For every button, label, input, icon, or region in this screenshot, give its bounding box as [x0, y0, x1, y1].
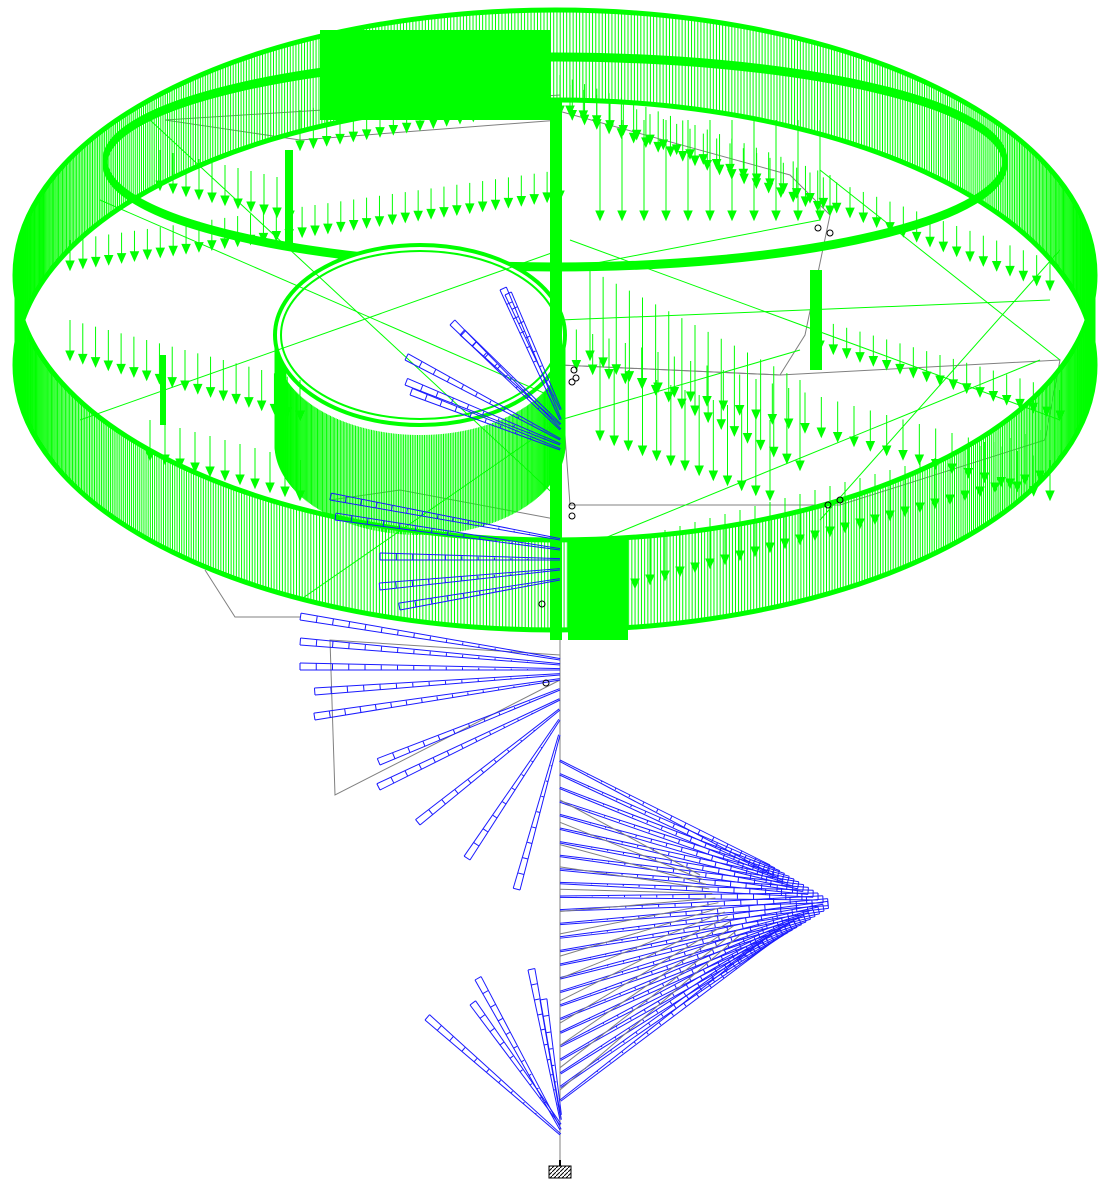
node-circle-icon [572, 374, 580, 382]
arrow-row-5 [585, 270, 805, 472]
spiral-beam-load [559, 827, 795, 887]
stair-outline-left [204, 569, 300, 618]
arrow-row-6 [815, 320, 1065, 422]
stair-beam-load [404, 353, 561, 441]
stair-beam-load [376, 698, 561, 791]
stair-beam-load [463, 718, 561, 861]
fixed-support-icon [548, 1160, 572, 1179]
node-circle-icon [570, 366, 578, 374]
node-circle-icon [568, 512, 576, 520]
stair-beam-load [299, 612, 561, 661]
stair-beam-load [424, 1014, 562, 1136]
arrow-row-9 [65, 320, 305, 422]
stair-beam-load [299, 662, 561, 671]
spiral-beam-load [559, 841, 800, 890]
stair-beam-load [313, 678, 561, 721]
node-circle-icon [538, 600, 546, 608]
inner-ring-load [273, 243, 567, 535]
spiral-beam-load [559, 892, 819, 901]
node-markers [538, 224, 844, 687]
stair-beam-load [499, 286, 562, 421]
node-circle-icon [814, 224, 822, 232]
spiral-stringer [559, 799, 741, 1091]
arrow-row-13 [595, 360, 775, 502]
node-circle-icon [542, 679, 550, 687]
stair-beam-load [512, 734, 561, 891]
spiral-beam-load [559, 934, 775, 1102]
surface-load-group [12, 7, 1098, 640]
spiral-beam-load [559, 813, 790, 884]
arrow-row-2 [565, 85, 1055, 292]
arrow-row-12 [145, 420, 305, 502]
spiral-beam-load [559, 854, 805, 893]
spiral-beam-load [559, 800, 785, 881]
stair-beam-load [404, 378, 561, 446]
stair-beam-load [379, 552, 561, 561]
stair-beam-load [504, 291, 562, 411]
node-circle-icon [836, 496, 844, 504]
wall-loads [160, 30, 822, 640]
stair-beam-load [299, 637, 561, 666]
node-circle-icon [568, 378, 576, 386]
node-circle-icon [826, 229, 834, 237]
stair-beam-load [459, 329, 562, 426]
spiral-beam-load [559, 786, 781, 878]
stair-beam-load [415, 708, 561, 826]
beam-load-group [299, 286, 830, 1136]
stair-beam-load [376, 688, 561, 766]
stair-beam-load [409, 387, 561, 451]
stair-beam-load [313, 673, 561, 696]
stair-beam-load [378, 568, 561, 591]
node-circle-icon [568, 502, 576, 510]
stair-beam-load [398, 578, 561, 611]
arrow-row-4 [595, 120, 825, 222]
stair-beam-load [329, 492, 561, 541]
stair-beam-load [334, 512, 561, 551]
node-circle-icon [824, 501, 832, 509]
stair-beam-load [474, 976, 562, 1131]
stair-beam-load [469, 1000, 562, 1126]
stair-beam-load [539, 998, 562, 1116]
